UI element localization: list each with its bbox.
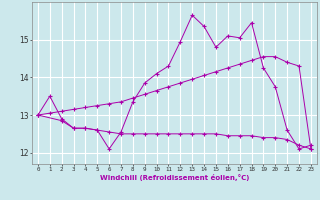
X-axis label: Windchill (Refroidissement éolien,°C): Windchill (Refroidissement éolien,°C) — [100, 174, 249, 181]
